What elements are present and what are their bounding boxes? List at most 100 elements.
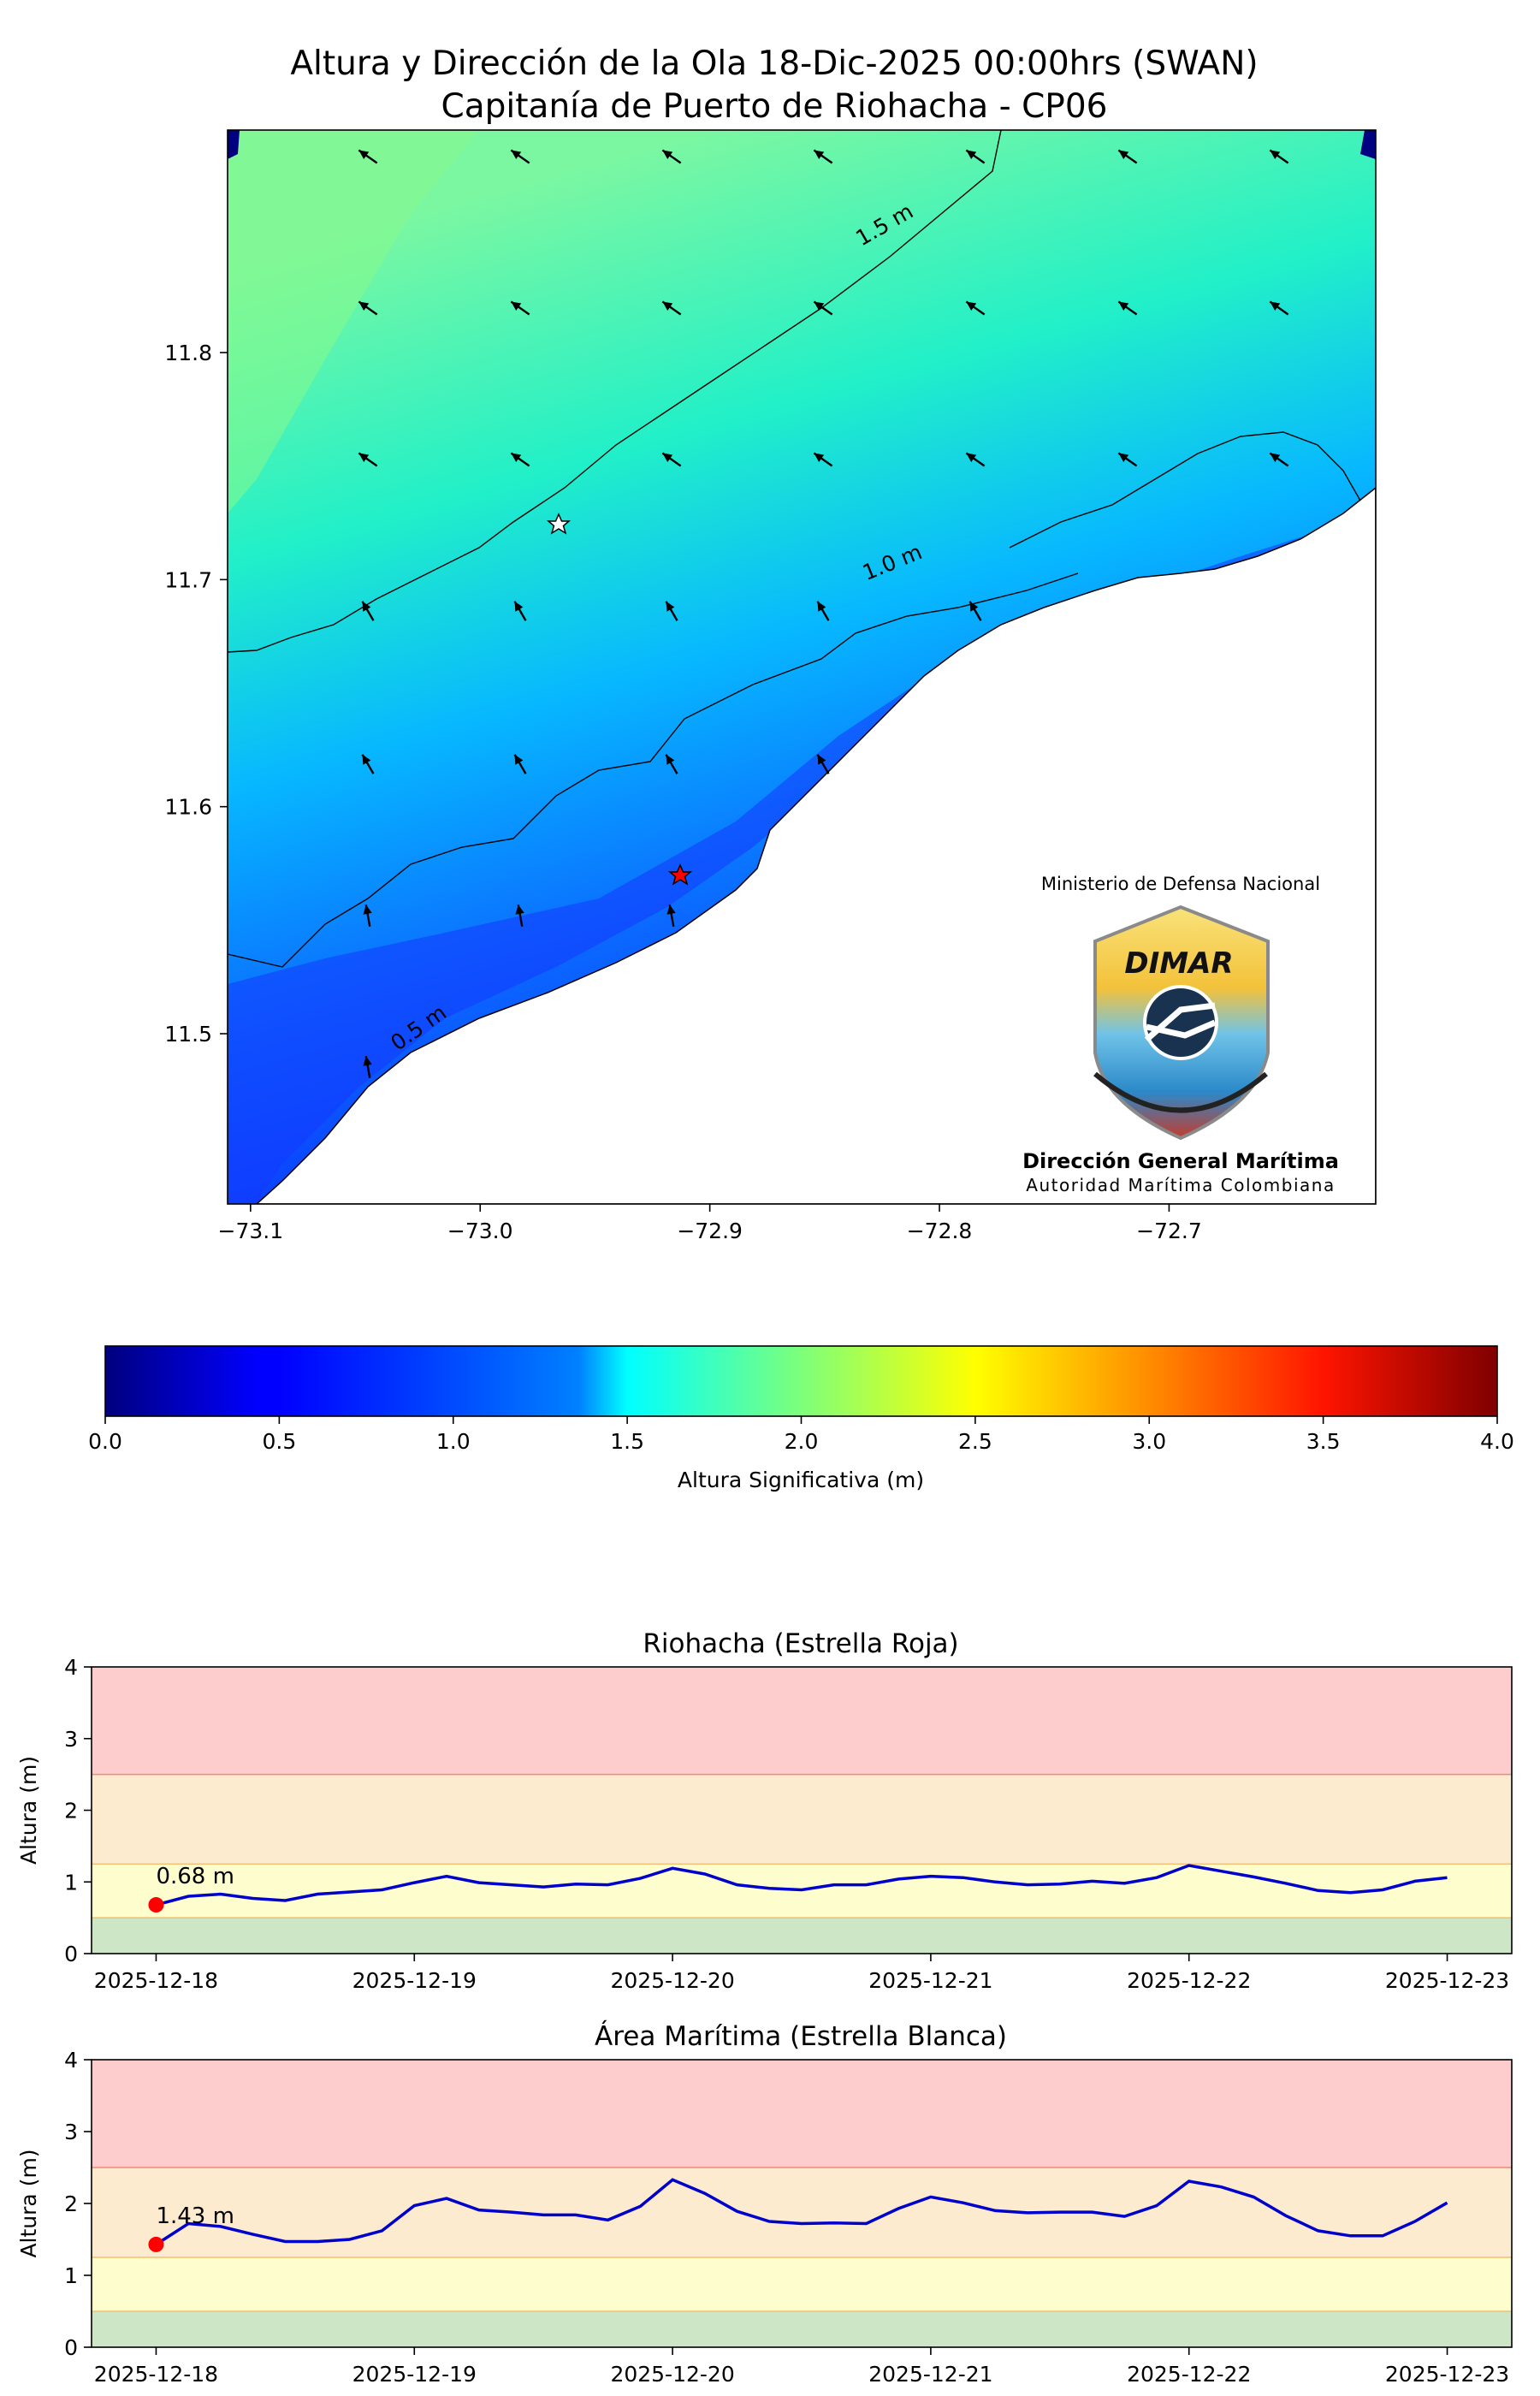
threshold-band [92,2257,1512,2311]
colorbar-tick-label: 1.5 [610,1429,644,1454]
x-tick-label: 2025-12-21 [868,2362,992,2387]
wave-arrow-head [515,904,524,915]
wave-arrow-head [666,754,675,765]
y-axis-label: Altura (m) [16,1756,41,1865]
wave-arrow-head [1270,150,1281,160]
wave-arrow-head [666,601,675,612]
threshold-band [92,2168,1512,2257]
logo-org-name: Dirección General Marítima [1022,1149,1339,1173]
wave-arrow-head [966,453,977,463]
map-x-tick-label: −72.7 [1136,1219,1202,1243]
wave-arrow-head [363,904,372,915]
map-y-tick-label: 11.6 [164,795,212,820]
colorbar-tick-label: 0.5 [262,1429,296,1454]
chart1-title: Riohacha (Estrella Roja) [643,1628,958,1659]
map-corner-land-left [228,130,240,159]
x-tick-label: 2025-12-22 [1127,2362,1251,2387]
y-tick-label: 0 [64,1942,78,1966]
map-x-tick-label: −73.1 [218,1219,284,1243]
logo-ministry-text: Ministerio de Defensa Nacional [1041,874,1320,894]
series-line [156,1864,1448,1907]
wave-arrow-head [358,301,370,311]
y-tick-label: 1 [64,1870,78,1895]
wave-arrow-head [511,150,522,160]
colorbar: 0.0 0.5 1.0 1.5 2.0 2.5 3.0 3.5 4.0 Altura Signi… [88,1345,1514,1492]
y-tick-label: 1 [64,2263,78,2288]
wave-arrow-head [666,904,676,915]
threshold-band [92,1918,1512,1954]
logo-org-subtitle: Autoridad Marítima Colombiana [1026,1175,1335,1195]
wave-arrow-head [817,754,826,765]
chart2-title: Área Marítima (Estrella Blanca) [595,2021,1007,2052]
wave-arrow-head [362,754,371,765]
wave-arrow-head [662,453,673,463]
map-axes: −73.1 −73.0 −72.9 −72.8 −72.7 11.5 11.6 11.7 11.… [164,341,1201,1243]
wave-height-map: 1.5 m 1.0 m 0.5 m [228,130,1376,1204]
wave-direction-arrows [358,149,1289,1079]
marker-white-star [546,513,572,535]
wave-arrow-head [362,601,371,612]
y-tick-label: 3 [64,2120,78,2144]
x-tick-label: 2025-12-21 [868,1968,992,1993]
colorbar-ticks: 0.0 0.5 1.0 1.5 2.0 2.5 3.0 3.5 4.0 [88,1416,1514,1454]
wave-arrow-head [662,301,673,311]
x-tick-label: 2025-12-22 [1127,1968,1251,1993]
map-corner-land-right [1360,130,1376,159]
wave-arrow-head [817,601,826,612]
threshold-band [92,2311,1512,2347]
x-tick-label: 2025-12-19 [352,1968,477,1993]
map-high-wave-zone [228,130,479,513]
wave-arrow-head [511,301,522,311]
figure-title-line2: Capitanía de Puerto de Riohacha - CP06 [441,87,1108,126]
threshold-band [92,1667,1512,1775]
first-point-marker [148,1897,164,1913]
area-maritima-chart: Área Marítima (Estrella Blanca) 1.43 m01… [16,2021,1513,2387]
map-y-tick-label: 11.7 [164,567,212,592]
first-point-label: 0.68 m [156,1864,234,1889]
wave-arrow-head [1118,301,1129,311]
marker-red-star [667,863,693,886]
contour-1.0m [228,130,1002,653]
y-tick-label: 2 [64,1799,78,1824]
wave-arrow-head [969,601,979,612]
wave-arrow-head [363,1056,372,1066]
wave-arrow-head [662,150,673,160]
dimar-logo: Ministerio de Defensa Nacional DIMAR Dir… [1022,874,1339,1195]
x-tick-label: 2025-12-18 [94,2362,218,2387]
logo-anchor [1093,1071,1268,1113]
threshold-band [92,1774,1512,1865]
series-line [155,2178,1448,2246]
chart2-plot: 1.43 m 0 1 2 3 4 2025-12-18 2025-12-19 2025-12-2… [16,2048,1513,2387]
map-x-tick-label: −72.9 [677,1219,743,1243]
y-tick-label: 4 [64,1655,78,1680]
map-x-tick-label: −73.0 [447,1219,513,1243]
y-axis-label: Altura (m) [16,2149,41,2257]
chart1-plot: 0.68 m 0 1 2 3 4 2025-12-18 2025-12-19 2025-12-2… [16,1655,1513,1993]
logo-emblem-arrows [1144,1002,1217,1042]
wave-arrow-head [511,453,522,463]
colorbar-tick-label: 3.5 [1306,1429,1341,1454]
wave-arrow-head [1118,150,1129,160]
x-tick-label: 2025-12-23 [1385,1968,1509,1993]
colorbar-gradient [104,1345,1498,1417]
x-tick-label: 2025-12-20 [610,1968,734,1993]
x-tick-label: 2025-12-18 [94,1968,218,1993]
riohacha-chart: Riohacha (Estrella Roja) 0.68 m 0 1 2 3 4 2025… [16,1628,1513,1993]
colorbar-tick-label: 2.5 [958,1429,992,1454]
logo-emblem [1143,985,1218,1060]
map-y-tick-label: 11.5 [164,1022,212,1047]
wave-arrow-head [814,453,825,463]
wave-arrow-head [358,150,370,160]
contour-0.5m [228,572,1079,968]
map-x-tick-label: −72.8 [907,1219,973,1243]
colorbar-tick-label: 3.0 [1132,1429,1166,1454]
logo-brand-text: DIMAR [1124,946,1233,981]
threshold-band [92,2060,1512,2168]
wave-arrow-head [1270,301,1281,311]
wave-arrow-head [1270,453,1281,463]
y-tick-label: 3 [64,1727,78,1752]
wave-arrow-head [966,301,977,311]
first-point-marker [148,2236,164,2252]
wave-arrow-head [514,754,524,765]
